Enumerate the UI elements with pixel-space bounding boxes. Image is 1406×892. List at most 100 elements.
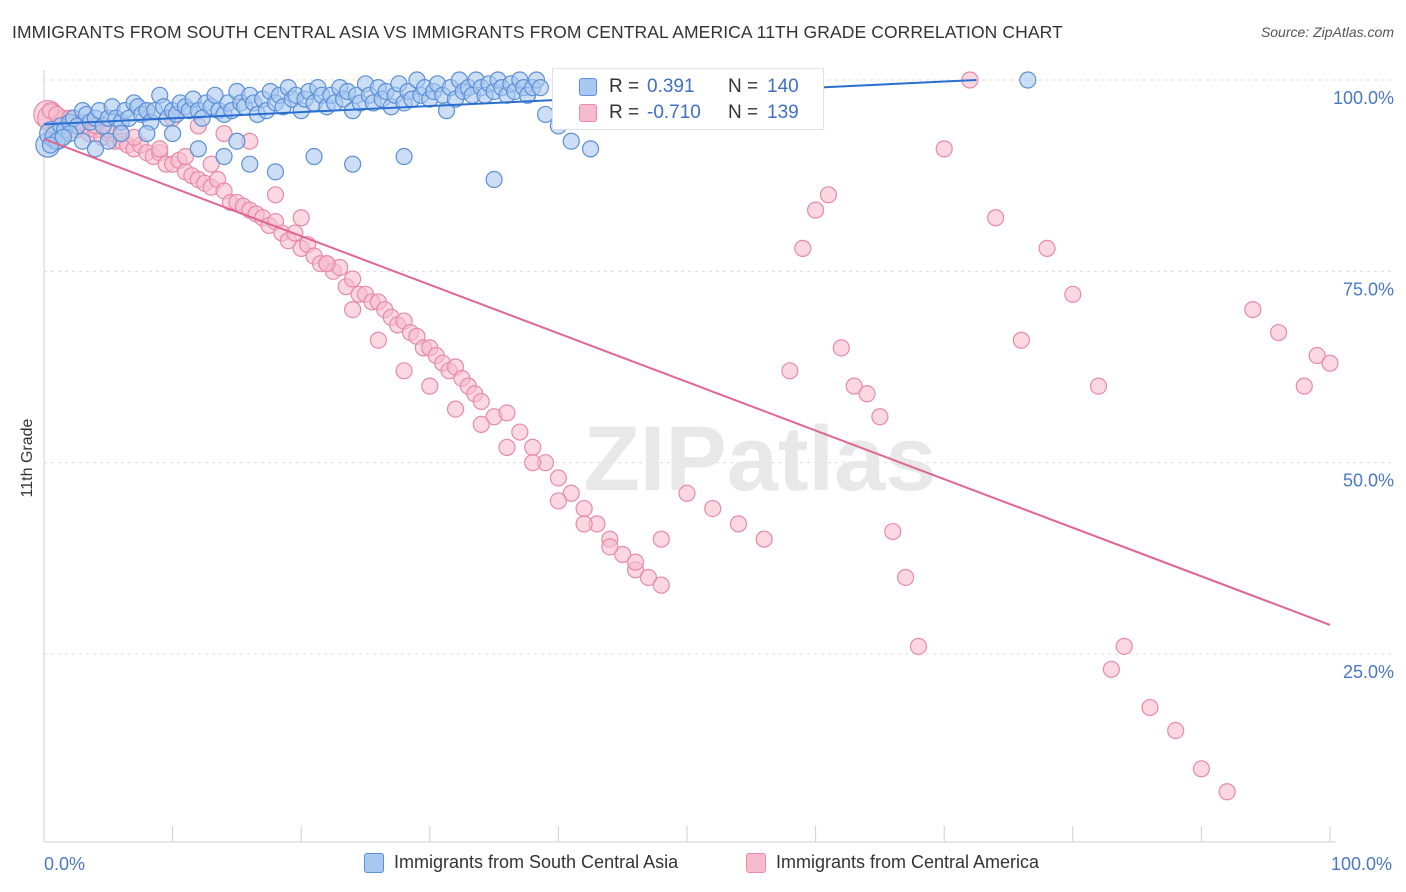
- point-central-america: [215, 124, 233, 143]
- point-south-central-asia: [266, 163, 285, 181]
- legend-item-south-central-asia[interactable]: Immigrants from South Central Asia: [364, 852, 678, 873]
- stat-r-label: R =: [609, 102, 640, 123]
- trend-lines: [43, 79, 1331, 626]
- legend-label: Immigrants from Central America: [776, 852, 1040, 872]
- point-south-central-asia: [189, 140, 207, 158]
- point-south-central-asia: [531, 79, 549, 97]
- stats-row-blue: R = 0.391 N = 140: [553, 75, 825, 99]
- point-central-america: [652, 576, 670, 594]
- chart-title: IMMIGRANTS FROM SOUTH CENTRAL ASIA VS IM…: [12, 22, 1063, 42]
- point-central-america: [819, 186, 838, 204]
- stat-n-label: N =: [728, 76, 759, 97]
- point-south-central-asia: [138, 124, 156, 143]
- point-south-central-asia: [305, 147, 323, 166]
- point-central-america: [729, 515, 748, 533]
- series-south-central-asia-points: [35, 71, 1037, 189]
- point-south-central-asia: [73, 132, 92, 150]
- point-central-america: [858, 385, 876, 403]
- point-central-america: [575, 515, 593, 533]
- x-tick-label-min: 0.0%: [44, 854, 85, 874]
- source-label: Source: ZipAtlas.com: [1260, 24, 1394, 40]
- stats-row-pink: R = -0.710 N = 139: [553, 101, 825, 125]
- point-central-america: [1269, 323, 1288, 342]
- point-south-central-asia: [215, 147, 233, 166]
- point-central-america: [498, 438, 516, 456]
- stat-n-value: 139: [767, 102, 799, 123]
- y-tick-label: 50.0%: [1343, 471, 1394, 491]
- point-central-america: [601, 538, 619, 556]
- stat-r-value: -0.710: [647, 102, 701, 123]
- point-south-central-asia: [241, 155, 259, 173]
- point-central-america: [626, 553, 645, 571]
- point-central-america: [781, 362, 799, 380]
- point-central-america: [498, 404, 516, 422]
- point-south-central-asia: [562, 132, 580, 150]
- stat-n-value: 140: [767, 76, 799, 97]
- legend-item-central-america[interactable]: Immigrants from Central America: [746, 852, 1039, 873]
- point-central-america: [1218, 783, 1236, 801]
- trend-line-central-america: [43, 137, 1331, 626]
- point-central-america: [575, 499, 593, 518]
- point-central-america: [1012, 331, 1030, 349]
- point-central-america: [652, 530, 670, 548]
- stat-r-value: 0.391: [647, 76, 695, 97]
- y-tick-label: 25.0%: [1343, 662, 1394, 682]
- point-central-america: [987, 209, 1005, 227]
- point-central-america: [421, 377, 439, 395]
- point-central-america: [472, 392, 490, 411]
- point-central-america: [794, 239, 812, 257]
- point-central-america: [1308, 346, 1326, 365]
- point-south-central-asia: [437, 102, 456, 120]
- y-tick-labels: 25.0% 50.0% 75.0% 100.0%: [1333, 88, 1394, 682]
- pink-swatch: [579, 104, 597, 122]
- point-south-central-asia: [112, 124, 130, 143]
- stats-box: R = 0.391 N = 140 R = -0.710 N = 139: [552, 68, 824, 130]
- legend-swatch-blue: [364, 852, 384, 873]
- point-central-america: [176, 147, 195, 166]
- point-central-america: [524, 454, 542, 472]
- point-central-america: [524, 438, 542, 456]
- point-south-central-asia: [228, 132, 246, 150]
- stat-r-label: R =: [609, 76, 640, 97]
- point-central-america: [806, 201, 825, 219]
- point-central-america: [1115, 637, 1133, 655]
- point-central-america: [678, 484, 696, 502]
- point-central-america: [935, 140, 953, 158]
- point-central-america: [511, 423, 529, 441]
- point-central-america: [1244, 301, 1262, 319]
- point-central-america: [202, 155, 220, 173]
- point-central-america: [1064, 285, 1082, 303]
- stat-n-label: N =: [728, 102, 759, 123]
- point-central-america: [344, 301, 362, 319]
- x-tick-label-max: 100.0%: [1331, 854, 1392, 874]
- point-central-america: [266, 186, 285, 204]
- point-south-central-asia: [1019, 71, 1037, 89]
- point-central-america: [344, 270, 362, 288]
- point-central-america: [292, 209, 310, 227]
- point-central-america: [1167, 721, 1185, 740]
- point-central-america: [395, 362, 413, 380]
- point-central-america: [897, 568, 915, 587]
- point-central-america: [845, 377, 863, 395]
- point-central-america: [1141, 698, 1159, 717]
- point-central-america: [446, 400, 465, 418]
- point-central-america: [871, 408, 889, 426]
- point-central-america: [832, 339, 850, 357]
- point-central-america: [1038, 239, 1056, 257]
- point-central-america: [562, 484, 580, 502]
- point-south-central-asia: [86, 140, 105, 158]
- point-central-america: [614, 545, 632, 564]
- point-south-central-asia: [344, 155, 362, 173]
- point-central-america: [1321, 354, 1339, 372]
- point-central-america: [318, 255, 336, 273]
- x-axis-ticks: [43, 826, 1331, 842]
- point-central-america: [369, 331, 387, 349]
- point-central-america: [1192, 760, 1211, 778]
- point-central-america: [1089, 377, 1108, 395]
- blue-swatch: [579, 78, 597, 96]
- y-axis-label: 11th Grade: [19, 418, 36, 497]
- y-tick-label: 100.0%: [1333, 88, 1394, 108]
- y-tick-label: 75.0%: [1343, 279, 1394, 299]
- point-central-america: [549, 469, 568, 487]
